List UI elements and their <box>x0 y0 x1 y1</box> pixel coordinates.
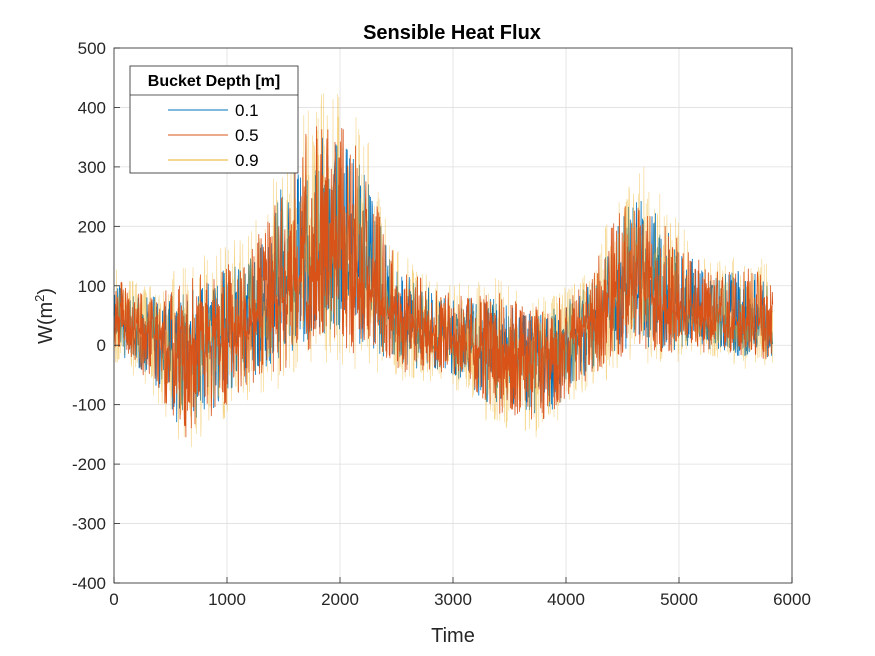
y-tick-label: 400 <box>78 98 106 117</box>
y-tick-label: 300 <box>78 158 106 177</box>
series-line-0-5 <box>113 126 774 438</box>
legend-title: Bucket Depth [m] <box>148 73 280 90</box>
x-tick-label: 6000 <box>773 590 811 609</box>
legend-entries: 0.1 0.5 0.9 <box>168 101 259 170</box>
x-tick-label: 2000 <box>321 590 359 609</box>
x-tick-label: 4000 <box>547 590 585 609</box>
y-tick-label: -400 <box>72 574 106 593</box>
y-axis-title: W(m2) <box>32 288 57 344</box>
y-tick-label: -100 <box>72 396 106 415</box>
y-axis-title-close: ) <box>35 288 57 295</box>
y-tick-label: 500 <box>78 39 106 58</box>
x-axis-title: Time <box>431 625 475 647</box>
y-tick-label: 200 <box>78 217 106 236</box>
y-tick-label: 100 <box>78 277 106 296</box>
legend-label: 0.1 <box>235 101 259 120</box>
x-tick-label: 5000 <box>660 590 698 609</box>
legend-label: 0.9 <box>235 151 259 170</box>
axis-ticks: 0 1000 2000 3000 4000 5000 6000-400-300-200-10… <box>72 39 811 609</box>
legend-box <box>129 65 299 174</box>
legend[interactable]: Bucket Depth [m] 0.1 0.5 0.9 <box>129 65 299 174</box>
x-tick-label: 3000 <box>434 590 472 609</box>
y-axis-title-superscript: 2 <box>32 295 47 302</box>
x-tick-label: 1000 <box>208 590 246 609</box>
x-tick-label: 0 <box>109 590 118 609</box>
legend-label: 0.5 <box>235 126 259 145</box>
y-tick-label: 0 <box>97 336 106 355</box>
y-tick-label: -200 <box>72 455 106 474</box>
y-tick-label: -300 <box>72 515 106 534</box>
series-layer <box>113 93 774 448</box>
y-axis-title-base: W(m <box>35 302 57 344</box>
chart-title: Sensible Heat Flux <box>363 22 541 44</box>
